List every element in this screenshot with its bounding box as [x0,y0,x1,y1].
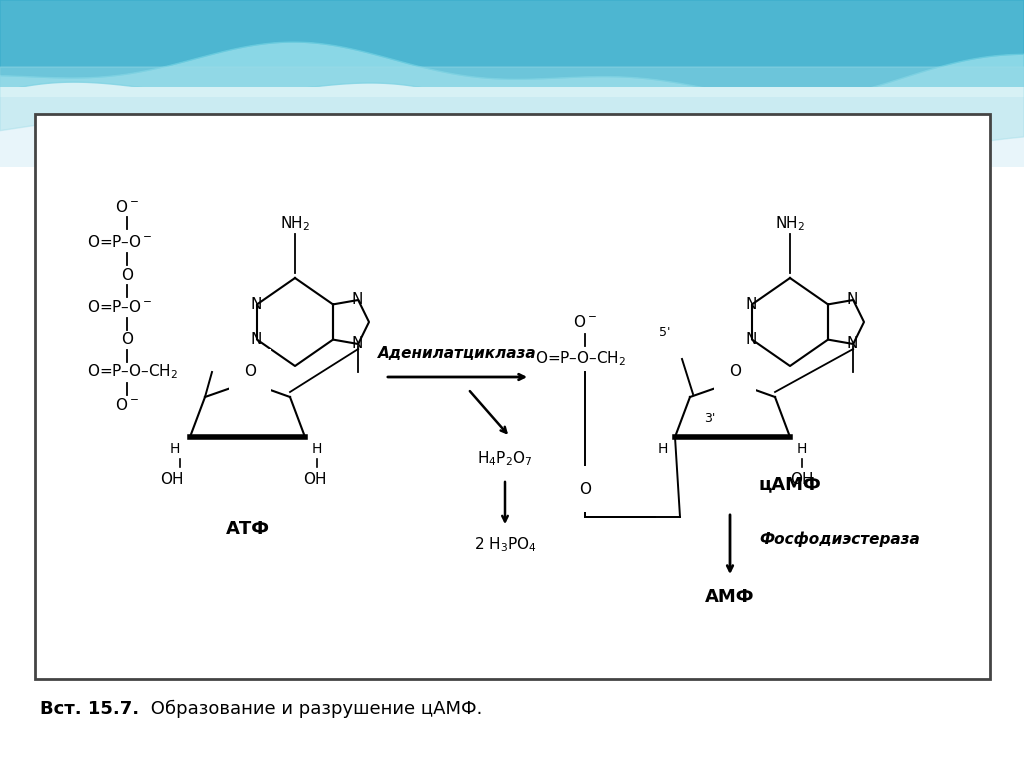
Bar [0,87,1024,767]
Text: Фосфодиэстераза: Фосфодиэстераза [760,532,921,547]
Text: O: O [121,333,133,347]
Text: NH$_2$: NH$_2$ [280,215,310,233]
Text: NH$_2$: NH$_2$ [775,215,805,233]
Text: 5': 5' [659,325,671,338]
Text: Образование и разрушение цАМФ.: Образование и разрушение цАМФ. [145,700,482,718]
Text: N: N [745,297,757,312]
Text: OH: OH [303,472,327,486]
Text: H: H [797,442,807,456]
Text: N: N [250,297,262,312]
Bar [0,97,1024,167]
Text: O=P–O$^-$: O=P–O$^-$ [87,299,153,315]
Text: O$^-$: O$^-$ [115,199,139,215]
Text: АМФ: АМФ [706,588,755,606]
Text: H: H [657,442,669,456]
Text: 2 H$_3$PO$_4$: 2 H$_3$PO$_4$ [473,535,537,555]
Text: N: N [847,292,858,308]
Text: N: N [351,292,362,308]
Text: O: O [121,268,133,282]
Text: Аденилатциклаза: Аденилатциклаза [378,347,537,361]
Text: O: O [729,364,741,380]
Text: O: O [579,482,591,496]
Text: N: N [847,337,858,351]
Text: O=P–O$^-$: O=P–O$^-$ [87,234,153,250]
Text: H: H [170,442,180,456]
Text: N: N [745,332,757,347]
FancyBboxPatch shape [35,114,990,679]
Text: O: O [244,364,256,380]
Text: OH: OH [160,472,183,486]
Text: O=P–O–CH$_2$: O=P–O–CH$_2$ [87,363,178,381]
Text: Вст. 15.7.: Вст. 15.7. [40,700,139,718]
Text: O$^-$: O$^-$ [573,314,597,330]
Text: цАМФ: цАМФ [759,475,821,493]
Text: N: N [250,332,262,347]
Text: H$_4$P$_2$O$_7$: H$_4$P$_2$O$_7$ [477,449,532,469]
Text: H: H [312,442,323,456]
Text: OH: OH [791,472,814,486]
Text: 3': 3' [705,413,716,426]
Text: O=P–O–CH$_2$: O=P–O–CH$_2$ [535,350,626,368]
Text: O$^-$: O$^-$ [115,397,139,413]
Text: АТФ: АТФ [226,520,270,538]
Text: N: N [351,337,362,351]
